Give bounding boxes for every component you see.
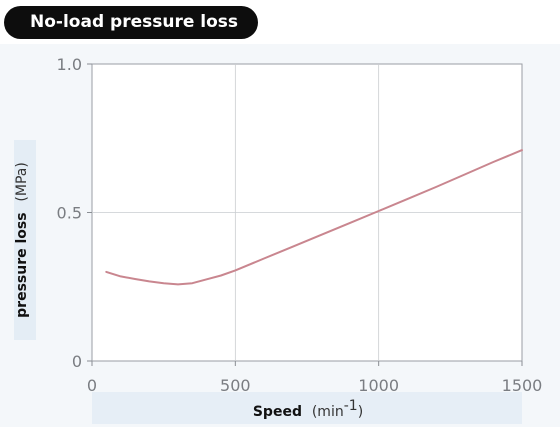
y-tick-label: 1.0 — [57, 55, 82, 74]
x-tick-label: 0 — [87, 376, 97, 395]
series-line — [105, 149, 523, 286]
x-tick-label: 1500 — [502, 376, 543, 395]
chart-title-banner: No-load pressure loss — [4, 6, 258, 39]
x-tick-label: 1000 — [358, 376, 399, 395]
x-axis-unit: (min — [312, 404, 344, 420]
x-axis-label: Speed — [253, 404, 302, 420]
grid-lines — [92, 64, 522, 361]
x-tick-label: 500 — [220, 376, 251, 395]
x-axis-label-band — [92, 392, 522, 424]
y-tick-label: 0.5 — [57, 204, 82, 223]
y-axis-title: pressure loss (MPa) — [14, 162, 30, 318]
x-axis-unit-close: ) — [358, 404, 363, 420]
series-group — [105, 149, 523, 286]
y-tick-labels: 0 0.5 1.0 — [57, 55, 92, 371]
x-axis-title: Speed (min-1) — [253, 398, 363, 420]
y-tick-label: 0 — [72, 352, 82, 371]
chart-title: No-load pressure loss — [30, 12, 239, 32]
x-tick-labels: 0 500 1000 1500 — [87, 361, 542, 395]
x-axis-unit-exponent: -1 — [344, 398, 358, 414]
y-axis-label: pressure loss — [14, 212, 30, 317]
y-axis-label-band — [14, 140, 36, 340]
y-axis-unit: (MPa) — [14, 162, 30, 201]
